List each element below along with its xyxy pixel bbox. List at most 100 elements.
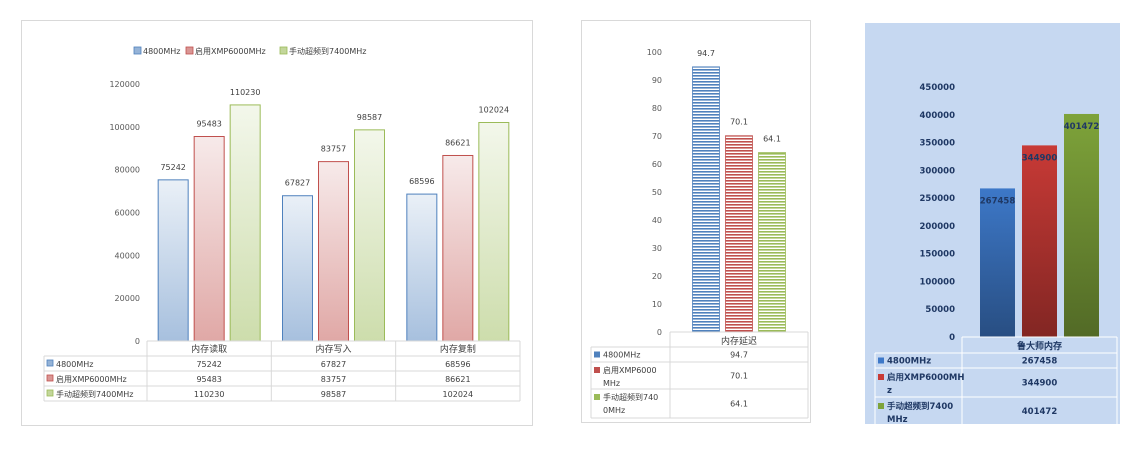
table-series-label: 4800MHz — [887, 357, 931, 367]
table-series-label: 启用XMP6000MHz — [56, 374, 127, 384]
bar-启用XMP6000MHz — [193, 136, 225, 342]
y-tick-label: 90 — [652, 76, 662, 85]
table-series-label: 4800MHz — [56, 360, 93, 369]
y-tick-label: 150000 — [920, 250, 956, 260]
data-label: 102024 — [479, 105, 510, 114]
bar-手动超频到7400MHz — [354, 129, 385, 342]
table-cell: 70.1 — [730, 372, 748, 381]
y-tick-label: 20 — [652, 272, 662, 281]
bar-手动超频到7400MHz — [478, 121, 510, 342]
table-cell: 67827 — [321, 360, 346, 369]
bar-4800MHz — [282, 195, 313, 342]
y-tick-label: 80 — [652, 104, 662, 113]
y-tick-label: 120000 — [109, 80, 140, 89]
ludashi-chart: 450000 400000 350000 300000 250000 200000 1500… — [874, 83, 1118, 426]
data-label: 86621 — [445, 138, 470, 147]
chart-panel-ludashi: 450000 400000 350000 300000 250000 200000 1500… — [865, 23, 1120, 426]
category-label: 鲁大师内存 — [1017, 340, 1062, 352]
table-legend-key — [594, 394, 600, 400]
bar-4800MHz — [157, 179, 189, 342]
y-tick-label: 0 — [657, 328, 662, 337]
y-tick-label: 100000 — [109, 123, 140, 132]
legend-swatch — [133, 46, 142, 55]
y-tick-label: 350000 — [920, 139, 956, 149]
table-cell: 95483 — [196, 375, 221, 384]
bar-启用XMP6000MHz — [1022, 145, 1057, 337]
latency-chart: 100908070605040302010094.770.164.1内存延迟48… — [590, 48, 809, 419]
table-legend-key — [46, 374, 54, 382]
y-tick-label: 450000 — [920, 83, 956, 93]
legend-label: 4800MHz — [143, 47, 180, 56]
y-tick-label: 60 — [652, 160, 662, 169]
data-label: 68596 — [409, 177, 434, 186]
table-cell: 98587 — [321, 390, 346, 399]
y-tick-label: 20000 — [115, 294, 140, 303]
bar-手动超频到7400MHz — [758, 152, 786, 333]
table-cell: 102024 — [443, 390, 474, 399]
bar-手动超频到7400MHz — [1064, 113, 1099, 338]
bar-4800MHz — [980, 188, 1015, 337]
y-tick-label: 80000 — [115, 166, 140, 175]
y-tick-label: 0 — [949, 333, 955, 343]
y-tick-label: 300000 — [920, 166, 956, 176]
table-legend-key — [878, 403, 884, 409]
table-legend-key — [594, 367, 600, 373]
y-tick-label: 50 — [652, 188, 662, 197]
data-label: 344900 — [1022, 153, 1058, 163]
legend-label: 启用XMP6000MHz — [195, 46, 266, 56]
data-label: 67827 — [285, 179, 310, 188]
category-label: 内存读取 — [191, 343, 227, 355]
category-label: 内存延迟 — [721, 335, 757, 347]
table-cell: 86621 — [445, 375, 470, 384]
data-label: 401472 — [1064, 122, 1100, 132]
bar-启用XMP6000MHz — [318, 161, 349, 342]
chart-panel-bandwidth: 4800MHz 启用XMP6000MHz 手动超频到7400MHz 120000 100… — [21, 20, 533, 426]
bar-4800MHz — [406, 193, 438, 342]
chart-panel-latency: 100 90 80 70 60 50 40 30 20 10 0 94.7 70.1 64.1 内存延迟 48… — [581, 20, 811, 423]
category-label: 内存复制 — [440, 343, 476, 355]
table-cell: 68596 — [445, 360, 470, 369]
bar-4800MHz — [692, 66, 720, 333]
table-cell: 401472 — [1022, 407, 1058, 417]
y-tick-label: 10 — [652, 300, 662, 309]
y-tick-label: 40 — [652, 216, 662, 225]
y-tick-label: 30 — [652, 244, 662, 253]
table-series-label: 手动超频到7400MHz — [56, 389, 133, 399]
data-label: 75242 — [160, 163, 185, 172]
y-tick-label: 50000 — [925, 305, 955, 315]
y-tick-label: 100000 — [920, 277, 956, 287]
table-cell: 64.1 — [730, 400, 748, 409]
y-tick-label: 200000 — [920, 222, 956, 232]
bar-启用XMP6000MHz — [442, 154, 474, 342]
data-label: 83757 — [321, 145, 346, 154]
y-tick-label: 400000 — [920, 111, 956, 121]
table-cell: 110230 — [194, 390, 225, 399]
y-tick-label: 40000 — [115, 251, 140, 260]
y-tick-label: 250000 — [920, 194, 956, 204]
table-cell: 344900 — [1022, 379, 1058, 389]
data-label: 110230 — [230, 88, 261, 97]
table-cell: 75242 — [196, 360, 221, 369]
data-label: 267458 — [980, 196, 1016, 206]
legend-swatch — [185, 46, 194, 55]
table-series-label: 4800MHz — [603, 351, 640, 360]
bandwidth-chart: 4800MHz 启用XMP6000MHz 手动超频到7400MHz 120000 100… — [43, 46, 521, 402]
bar-启用XMP6000MHz — [725, 135, 753, 333]
y-tick-label: 0 — [135, 337, 140, 346]
bar-手动超频到7400MHz — [229, 104, 261, 342]
table-legend-key — [46, 389, 54, 397]
table-legend-key — [878, 357, 884, 364]
data-label: 70.1 — [730, 118, 748, 127]
data-label: 98587 — [357, 113, 382, 122]
y-tick-label: 70 — [652, 132, 662, 141]
table-legend-key — [46, 359, 54, 367]
legend-label: 手动超频到7400MHz — [289, 46, 366, 56]
data-label: 94.7 — [697, 49, 715, 58]
y-tick-label: 100 — [647, 48, 662, 57]
category-label: 内存写入 — [315, 343, 351, 355]
table-cell: 94.7 — [730, 351, 748, 360]
table-cell: 83757 — [321, 375, 346, 384]
